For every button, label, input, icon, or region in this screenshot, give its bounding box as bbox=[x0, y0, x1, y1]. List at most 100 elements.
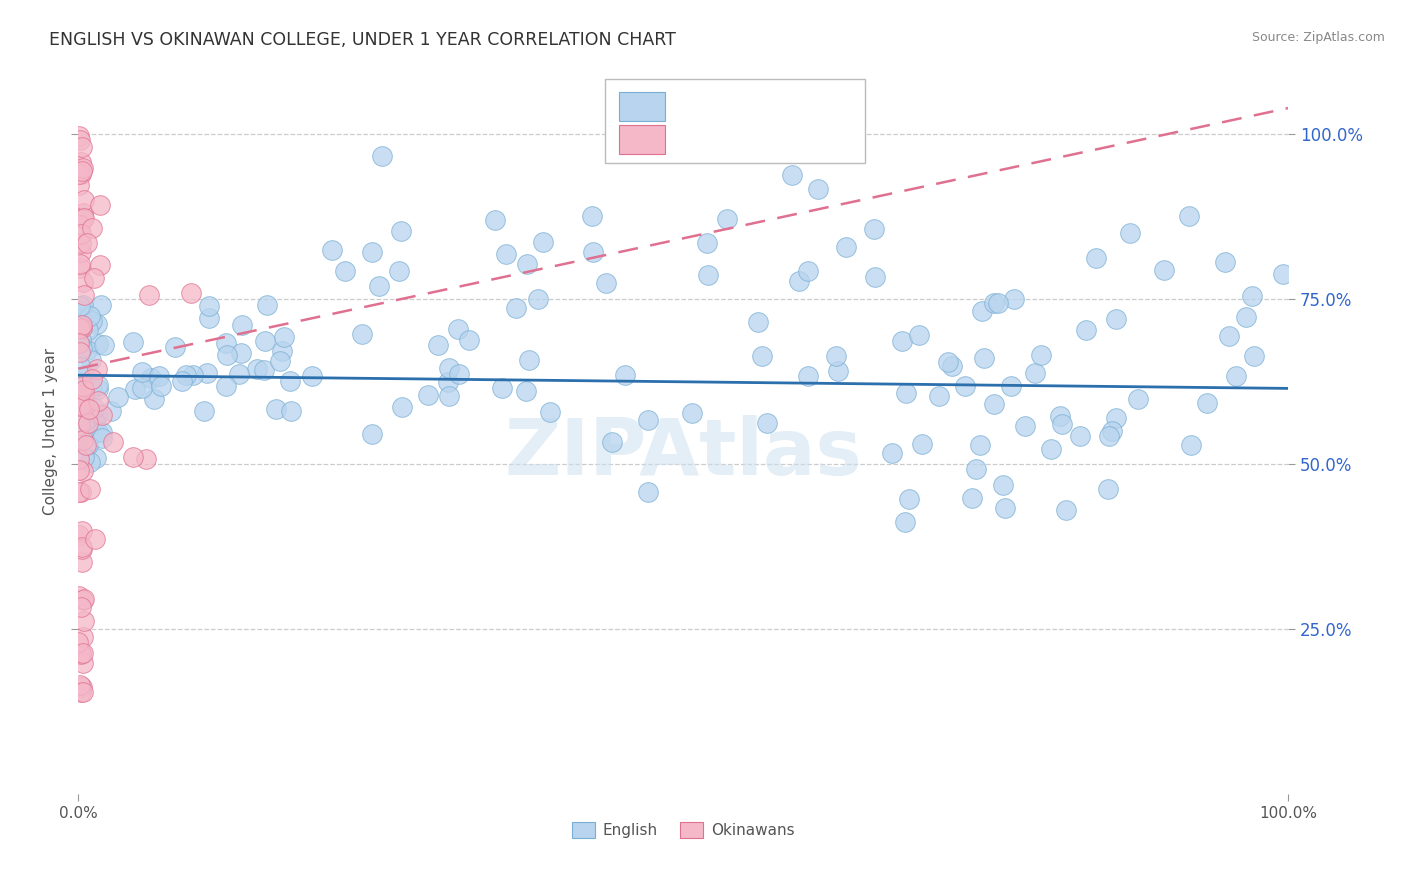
Point bbox=[973, 351, 995, 365]
Text: Source: ZipAtlas.com: Source: ZipAtlas.com bbox=[1251, 31, 1385, 45]
Point bbox=[181, 368, 204, 383]
Point bbox=[67, 635, 90, 649]
Point bbox=[91, 409, 114, 423]
Point bbox=[91, 425, 114, 439]
Point bbox=[72, 161, 94, 175]
Point bbox=[965, 461, 987, 475]
Point bbox=[1031, 348, 1053, 362]
Point bbox=[67, 161, 90, 175]
Point bbox=[449, 367, 471, 381]
Text: 79: 79 bbox=[811, 130, 842, 149]
Point bbox=[1180, 438, 1202, 452]
Point bbox=[321, 243, 343, 257]
Point bbox=[495, 247, 517, 261]
Point bbox=[1097, 482, 1119, 496]
Point bbox=[280, 404, 302, 418]
Point bbox=[73, 614, 96, 628]
Point bbox=[266, 401, 288, 416]
Point bbox=[72, 379, 94, 393]
Point bbox=[83, 271, 105, 285]
Point bbox=[150, 379, 173, 393]
Point bbox=[70, 524, 93, 538]
Point bbox=[602, 435, 624, 450]
Point bbox=[80, 382, 103, 396]
Point bbox=[797, 263, 820, 277]
Point bbox=[1101, 424, 1123, 438]
Point bbox=[72, 647, 94, 661]
Point bbox=[439, 361, 461, 376]
Point bbox=[83, 416, 105, 430]
Point bbox=[751, 350, 773, 364]
Point bbox=[681, 406, 703, 420]
Point bbox=[941, 359, 963, 373]
Point bbox=[100, 404, 122, 418]
Text: ENGLISH VS OKINAWAN COLLEGE, UNDER 1 YEAR CORRELATION CHART: ENGLISH VS OKINAWAN COLLEGE, UNDER 1 YEA… bbox=[49, 31, 676, 49]
Point bbox=[86, 362, 108, 376]
Point bbox=[1215, 255, 1237, 269]
Bar bbox=[605, 79, 865, 163]
Point bbox=[1000, 378, 1022, 392]
Point bbox=[70, 648, 93, 662]
Point bbox=[70, 646, 93, 660]
Point bbox=[72, 318, 94, 332]
Point bbox=[253, 334, 276, 348]
Point bbox=[72, 540, 94, 554]
Point bbox=[898, 492, 921, 507]
Point bbox=[67, 589, 90, 603]
Point bbox=[70, 684, 93, 698]
Point bbox=[75, 369, 97, 384]
Point bbox=[1153, 263, 1175, 277]
Point bbox=[72, 139, 94, 153]
Point bbox=[142, 392, 165, 406]
Point bbox=[1085, 251, 1108, 265]
Point bbox=[80, 352, 103, 367]
Point bbox=[229, 346, 252, 360]
Point bbox=[89, 198, 111, 212]
Point bbox=[1014, 419, 1036, 434]
Point bbox=[69, 312, 91, 326]
Point bbox=[969, 438, 991, 452]
Point bbox=[87, 407, 110, 421]
Point bbox=[614, 368, 637, 382]
Point bbox=[67, 300, 90, 314]
Point bbox=[72, 630, 94, 644]
Point bbox=[273, 329, 295, 343]
Point bbox=[69, 257, 91, 271]
Point bbox=[447, 322, 470, 336]
Point bbox=[73, 288, 96, 302]
Point bbox=[197, 366, 219, 380]
Point bbox=[1024, 366, 1046, 380]
Point bbox=[70, 555, 93, 569]
Point bbox=[72, 163, 94, 178]
Point bbox=[1119, 226, 1142, 240]
Point bbox=[72, 298, 94, 312]
Point bbox=[69, 345, 91, 359]
Point bbox=[797, 368, 820, 383]
Point bbox=[87, 337, 110, 351]
Point bbox=[938, 355, 960, 369]
Point bbox=[391, 401, 413, 415]
Point bbox=[72, 275, 94, 289]
Point bbox=[538, 405, 561, 419]
Point bbox=[70, 400, 93, 414]
Point bbox=[983, 396, 1005, 410]
Point bbox=[69, 244, 91, 259]
Bar bbox=[619, 93, 665, 121]
Point bbox=[70, 541, 93, 556]
Point bbox=[987, 295, 1010, 310]
Point bbox=[863, 222, 886, 236]
Point bbox=[807, 182, 830, 196]
Point bbox=[72, 383, 94, 397]
Point bbox=[72, 433, 94, 447]
Point bbox=[90, 431, 112, 445]
Point bbox=[696, 235, 718, 250]
Point bbox=[787, 273, 810, 287]
Point bbox=[215, 336, 238, 351]
Point bbox=[79, 380, 101, 394]
Point bbox=[69, 484, 91, 499]
Point bbox=[581, 209, 603, 223]
Point bbox=[79, 402, 101, 417]
Point bbox=[928, 389, 950, 403]
Point bbox=[67, 336, 90, 351]
Point bbox=[138, 288, 160, 302]
